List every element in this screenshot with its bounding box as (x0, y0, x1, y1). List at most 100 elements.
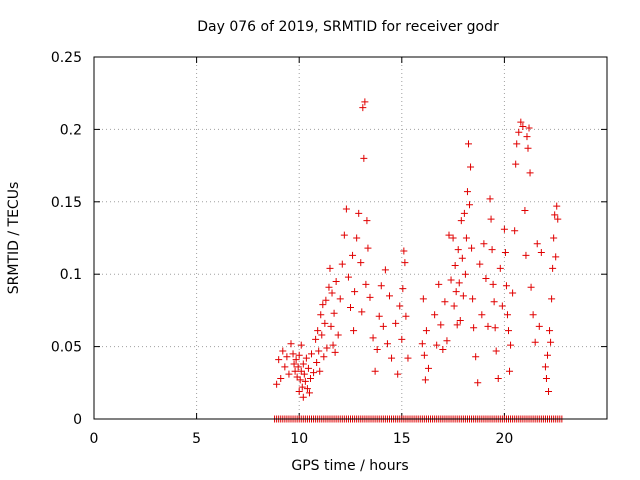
data-point (531, 338, 539, 346)
data-point (294, 363, 302, 371)
data-point (418, 340, 426, 348)
data-point (342, 205, 350, 213)
y-tick-labels: 0 0.05 0.1 0.15 0.2 0.25 (51, 50, 82, 428)
x-tick-label: 10 (290, 431, 308, 447)
data-point (377, 282, 385, 290)
x-tick-label: 0 (90, 431, 99, 447)
data-point (344, 273, 352, 281)
data-point (452, 288, 460, 296)
data-point (366, 293, 374, 301)
data-point (489, 280, 497, 288)
data-point (476, 260, 484, 268)
data-point (456, 317, 464, 325)
data-point (511, 227, 519, 235)
data-point (457, 217, 465, 225)
data-point (553, 202, 561, 210)
x-axis-label: GPS time / hours (291, 458, 408, 474)
data-point (321, 319, 329, 327)
data-point (299, 360, 307, 368)
data-point (332, 277, 340, 285)
data-point (490, 298, 498, 306)
y-axis-label: SRMTID / TECUs (6, 182, 22, 295)
data-point (299, 393, 307, 401)
data-point (273, 380, 281, 388)
data-point (523, 133, 531, 141)
data-point (358, 308, 366, 316)
data-point (353, 234, 361, 242)
data-point (454, 246, 462, 254)
data-point (424, 364, 432, 372)
plot-border (93, 56, 608, 420)
data-point (552, 253, 560, 261)
y-tick-label: 0 (73, 412, 82, 428)
data-point (292, 356, 300, 364)
data-point (542, 374, 550, 382)
data-point (334, 331, 342, 339)
data-point (315, 347, 323, 355)
data-point (327, 322, 335, 330)
data-point (529, 311, 537, 319)
x-tick-label: 15 (393, 431, 411, 447)
data-point (300, 370, 308, 378)
data-point (500, 225, 508, 233)
data-point (453, 321, 461, 329)
data-point (297, 341, 305, 349)
data-point (443, 337, 451, 345)
data-points (271, 98, 566, 423)
data-point (421, 376, 429, 384)
data-point (431, 311, 439, 319)
data-point (369, 334, 377, 342)
data-point (466, 201, 474, 209)
data-point (392, 319, 400, 327)
data-point (277, 374, 285, 382)
data-point (450, 302, 458, 310)
data-point (404, 354, 412, 362)
data-point (533, 240, 541, 248)
data-point (488, 246, 496, 254)
data-point (364, 244, 372, 252)
data-point (314, 327, 322, 335)
data-point (402, 312, 410, 320)
data-point (462, 234, 470, 242)
data-point (472, 353, 480, 361)
data-point (469, 295, 477, 303)
data-point (400, 247, 408, 255)
y-tick-label: 0.2 (60, 122, 82, 138)
data-point (512, 160, 520, 168)
data-point (494, 374, 502, 382)
data-point (305, 389, 313, 397)
data-point (383, 340, 391, 348)
data-point (545, 387, 553, 395)
data-point (541, 363, 549, 371)
data-point (388, 354, 396, 362)
data-point (359, 104, 367, 112)
data-point (447, 276, 455, 284)
data-point (509, 289, 517, 297)
data-point (362, 280, 370, 288)
data-point (289, 350, 297, 358)
data-point (474, 379, 482, 387)
data-point (548, 295, 556, 303)
y-tick-label: 0.25 (51, 50, 82, 66)
data-point (355, 209, 363, 217)
y-tick-label: 0.15 (51, 195, 82, 211)
data-point (363, 217, 371, 225)
y-tick-label: 0.1 (60, 267, 82, 283)
data-point (467, 163, 475, 171)
data-point (519, 123, 527, 131)
data-point (445, 231, 453, 239)
data-point (323, 344, 331, 352)
data-point (551, 211, 559, 219)
data-point (350, 327, 358, 335)
data-point (313, 359, 321, 367)
data-point (304, 364, 312, 372)
data-point (478, 311, 486, 319)
data-point (373, 345, 381, 353)
data-point (470, 324, 478, 332)
data-point (316, 367, 324, 375)
data-point (320, 353, 328, 361)
data-point (435, 280, 443, 288)
data-point (283, 353, 291, 361)
data-point (459, 292, 467, 300)
